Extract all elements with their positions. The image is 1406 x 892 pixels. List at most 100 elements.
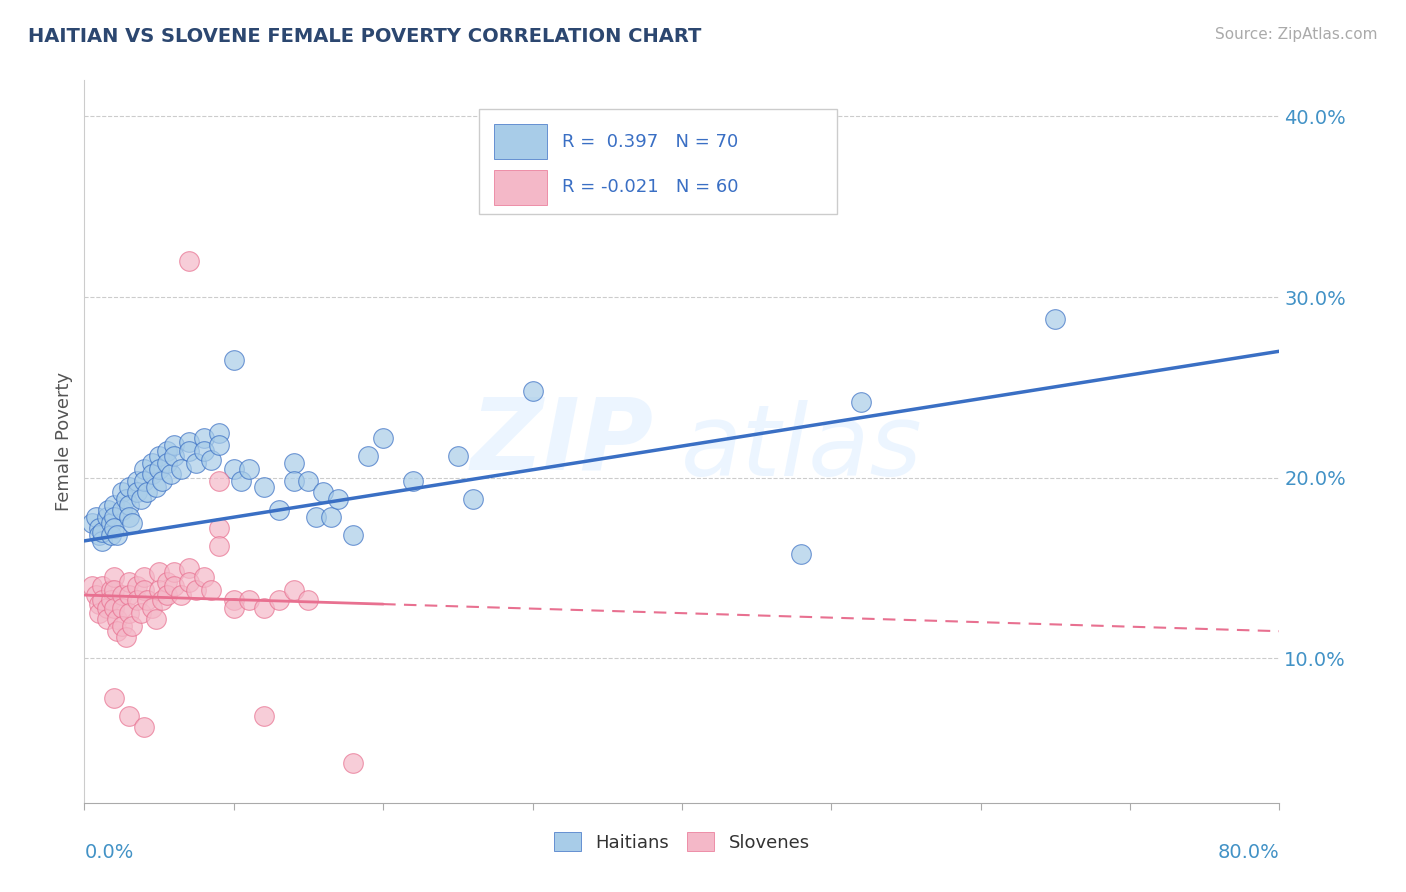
Point: [80, 516, 103, 530]
Point: [170, 461, 193, 475]
Text: 0.0%: 0.0%: [84, 843, 134, 862]
Point: [86, 510, 108, 524]
Point: [89, 528, 111, 542]
Point: [111, 600, 134, 615]
Point: [91, 533, 114, 548]
Point: [238, 461, 260, 475]
Point: [150, 475, 173, 489]
Point: [91, 524, 114, 539]
Point: [105, 528, 128, 542]
Point: [125, 579, 148, 593]
Point: [155, 456, 177, 470]
Point: [186, 582, 208, 597]
Point: [177, 434, 200, 449]
Text: atlas: atlas: [681, 401, 922, 497]
Point: [121, 516, 143, 530]
Point: [103, 510, 125, 524]
Point: [86, 588, 108, 602]
Point: [267, 593, 290, 607]
Point: [118, 588, 141, 602]
Point: [89, 597, 111, 611]
Point: [148, 582, 170, 597]
Point: [129, 492, 152, 507]
Point: [155, 575, 177, 590]
Point: [253, 600, 276, 615]
FancyBboxPatch shape: [495, 169, 547, 205]
Point: [111, 588, 134, 602]
Point: [193, 443, 215, 458]
Point: [97, 503, 120, 517]
Point: [132, 720, 156, 734]
Point: [89, 606, 111, 620]
Point: [132, 461, 156, 475]
Point: [141, 456, 163, 470]
Point: [148, 461, 170, 475]
Point: [163, 579, 186, 593]
Point: [328, 492, 350, 507]
Point: [136, 593, 159, 607]
Point: [96, 611, 118, 625]
Point: [103, 691, 125, 706]
Point: [283, 475, 305, 489]
Point: [155, 588, 177, 602]
Point: [100, 582, 122, 597]
Point: [186, 456, 208, 470]
Point: [96, 600, 118, 615]
Point: [121, 619, 143, 633]
Text: R = -0.021   N = 60: R = -0.021 N = 60: [562, 178, 740, 196]
Point: [125, 475, 148, 489]
Text: HAITIAN VS SLOVENE FEMALE POVERTY CORRELATION CHART: HAITIAN VS SLOVENE FEMALE POVERTY CORREL…: [28, 27, 702, 45]
Point: [342, 756, 364, 770]
Point: [238, 593, 260, 607]
Point: [170, 588, 193, 602]
Point: [145, 480, 167, 494]
Point: [851, 394, 873, 409]
Point: [790, 547, 813, 561]
Point: [125, 485, 148, 500]
Point: [267, 503, 290, 517]
Point: [283, 582, 305, 597]
Point: [163, 565, 186, 579]
Point: [208, 521, 231, 535]
Point: [461, 492, 484, 507]
Point: [115, 492, 138, 507]
Text: ZIP: ZIP: [471, 393, 654, 490]
Point: [222, 593, 245, 607]
Point: [100, 516, 122, 530]
Point: [103, 600, 125, 615]
Point: [96, 510, 118, 524]
FancyBboxPatch shape: [479, 109, 838, 214]
Point: [447, 449, 470, 463]
Point: [253, 480, 276, 494]
Text: 80.0%: 80.0%: [1218, 843, 1279, 862]
Point: [132, 570, 156, 584]
Point: [193, 570, 215, 584]
Point: [141, 600, 163, 615]
Point: [208, 438, 231, 452]
Point: [105, 624, 128, 639]
Point: [222, 461, 245, 475]
Point: [522, 384, 544, 398]
Point: [1045, 311, 1067, 326]
Point: [177, 443, 200, 458]
Point: [402, 475, 425, 489]
Point: [118, 498, 141, 512]
Point: [103, 521, 125, 535]
Point: [222, 353, 245, 368]
Point: [163, 449, 186, 463]
Point: [115, 630, 138, 644]
Point: [155, 443, 177, 458]
Point: [118, 606, 141, 620]
Point: [222, 600, 245, 615]
Point: [200, 582, 222, 597]
Point: [132, 582, 156, 597]
Point: [80, 579, 103, 593]
Point: [200, 452, 222, 467]
Point: [208, 475, 231, 489]
Point: [177, 253, 200, 268]
Point: [177, 561, 200, 575]
Text: R =  0.397   N = 70: R = 0.397 N = 70: [562, 133, 738, 151]
Point: [145, 611, 167, 625]
Point: [111, 485, 134, 500]
Point: [193, 431, 215, 445]
